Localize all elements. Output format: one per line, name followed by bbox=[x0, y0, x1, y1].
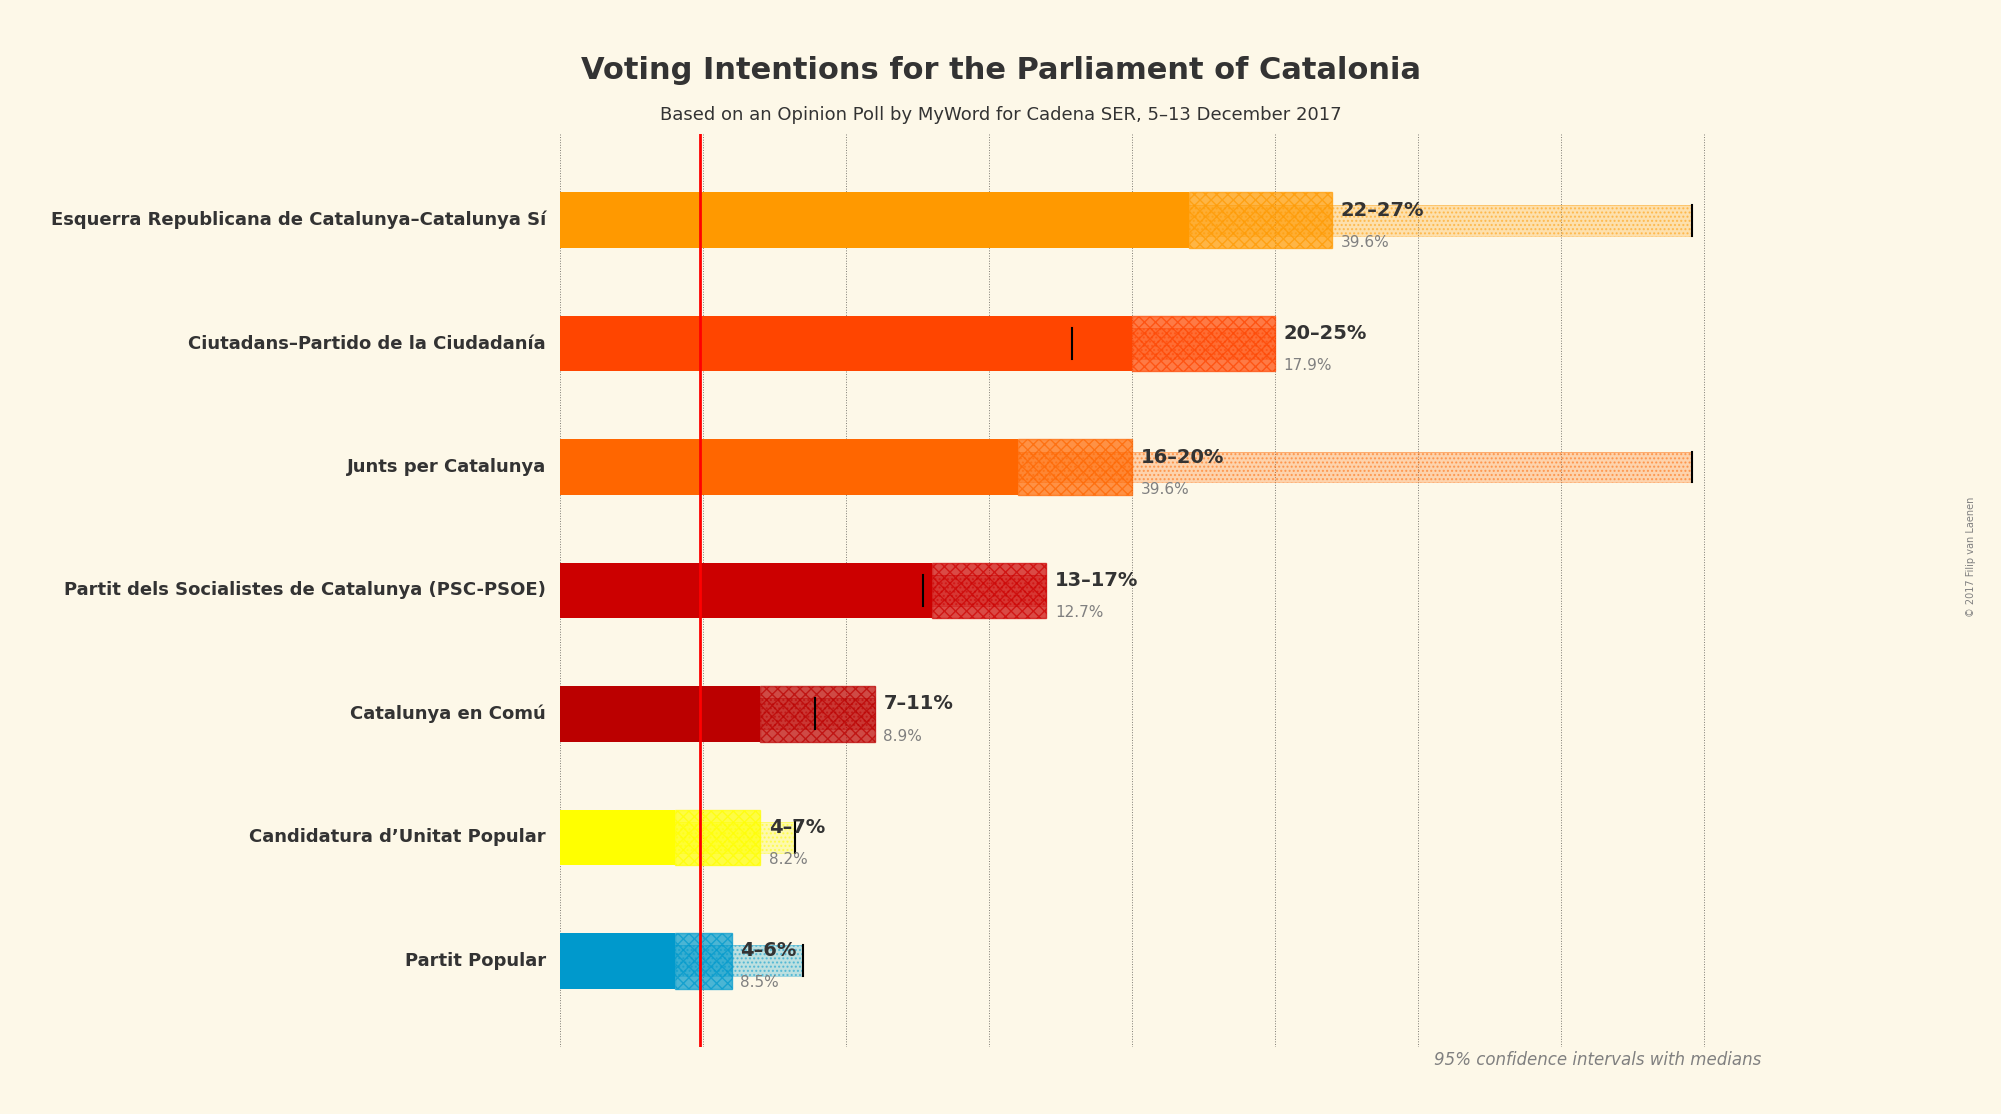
Text: 39.6%: 39.6% bbox=[1141, 481, 1189, 497]
Bar bbox=[560, 698, 874, 730]
Text: Voting Intentions for the Parliament of Catalonia: Voting Intentions for the Parliament of … bbox=[580, 56, 1421, 85]
Bar bbox=[674, 810, 760, 866]
Bar bbox=[560, 205, 1693, 235]
Bar bbox=[560, 439, 1019, 495]
Text: 16–20%: 16–20% bbox=[1141, 448, 1225, 467]
Text: 8.9%: 8.9% bbox=[882, 729, 922, 743]
Text: Partit Popular: Partit Popular bbox=[404, 951, 546, 970]
Bar bbox=[560, 934, 674, 988]
Text: © 2017 Filip van Laenen: © 2017 Filip van Laenen bbox=[1967, 497, 1975, 617]
Bar bbox=[560, 946, 802, 976]
Bar bbox=[560, 575, 1047, 606]
Bar bbox=[560, 315, 1133, 371]
Text: 8.2%: 8.2% bbox=[768, 852, 808, 867]
Bar bbox=[560, 822, 794, 852]
Text: 95% confidence intervals with medians: 95% confidence intervals with medians bbox=[1433, 1052, 1761, 1069]
Bar bbox=[560, 698, 874, 730]
Text: 17.9%: 17.9% bbox=[1283, 359, 1333, 373]
Text: Candidatura d’Unitat Popular: Candidatura d’Unitat Popular bbox=[250, 829, 546, 847]
Bar bbox=[1133, 315, 1275, 371]
Text: Ciutadans–Partido de la Ciudadanía: Ciutadans–Partido de la Ciudadanía bbox=[188, 334, 546, 352]
Text: 8.5%: 8.5% bbox=[740, 976, 778, 990]
Text: 39.6%: 39.6% bbox=[1341, 235, 1389, 250]
Text: 7–11%: 7–11% bbox=[882, 694, 952, 713]
Bar bbox=[560, 451, 1693, 482]
Bar bbox=[560, 193, 1189, 248]
Bar bbox=[1019, 439, 1133, 495]
Bar bbox=[560, 822, 794, 852]
Bar bbox=[560, 329, 1275, 359]
Text: Based on an Opinion Poll by MyWord for Cadena SER, 5–13 December 2017: Based on an Opinion Poll by MyWord for C… bbox=[660, 106, 1341, 124]
Text: 20–25%: 20–25% bbox=[1283, 324, 1367, 343]
Bar bbox=[760, 686, 874, 742]
Text: 4–7%: 4–7% bbox=[768, 818, 824, 837]
Bar bbox=[560, 205, 1693, 235]
Bar bbox=[560, 686, 760, 742]
Bar bbox=[560, 329, 1275, 359]
Text: Partit dels Socialistes de Catalunya (PSC-PSOE): Partit dels Socialistes de Catalunya (PS… bbox=[64, 582, 546, 599]
Text: Catalunya en Comú: Catalunya en Comú bbox=[350, 705, 546, 723]
Bar bbox=[560, 575, 1047, 606]
Bar bbox=[560, 563, 932, 618]
Bar bbox=[1189, 193, 1333, 248]
Text: Junts per Catalunya: Junts per Catalunya bbox=[346, 458, 546, 476]
Bar bbox=[560, 810, 674, 866]
Bar bbox=[560, 451, 1693, 482]
Bar bbox=[560, 946, 802, 976]
Text: 13–17%: 13–17% bbox=[1055, 571, 1139, 590]
Bar bbox=[674, 934, 732, 988]
Text: Esquerra Republicana de Catalunya–Catalunya Sí: Esquerra Republicana de Catalunya–Catalu… bbox=[50, 211, 546, 229]
Text: 22–27%: 22–27% bbox=[1341, 201, 1425, 219]
Text: 4–6%: 4–6% bbox=[740, 941, 796, 960]
Bar bbox=[932, 563, 1047, 618]
Text: 12.7%: 12.7% bbox=[1055, 605, 1103, 620]
